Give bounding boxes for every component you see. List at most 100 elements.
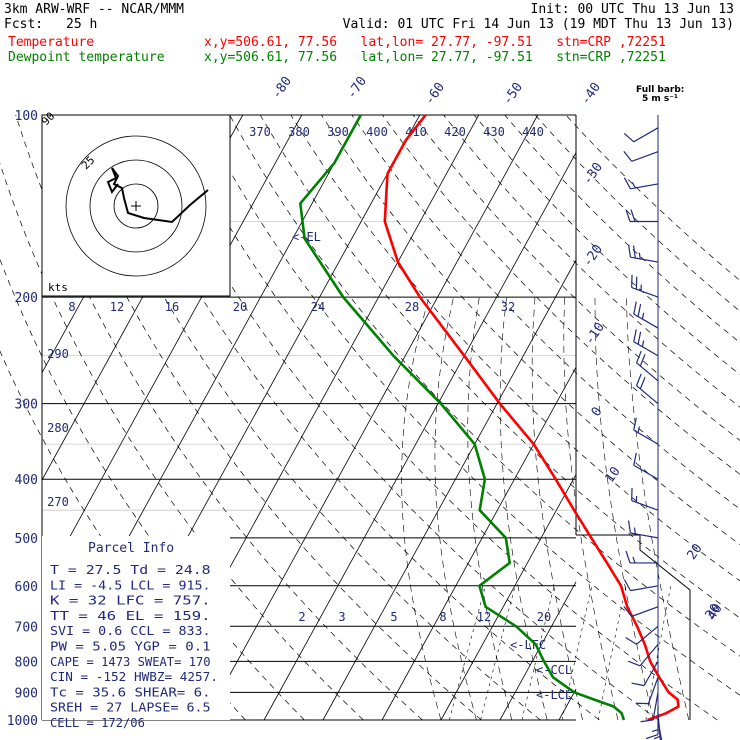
wind-barb-half [637,426,640,433]
background-grid [42,221,576,511]
dry-adiabat [351,114,740,510]
theta-label: 370 [249,125,271,139]
wind-barb-flag [635,350,642,364]
dry-adiabat [412,114,740,441]
isotherm [440,474,577,721]
moist-adiabat [434,297,477,721]
dry-adiabat [473,114,740,376]
el-marker: <-EL [292,230,321,244]
wind-barb [635,373,659,405]
wind-barb [628,644,659,667]
wind-barb [623,151,659,162]
wind-barb-half [633,527,636,534]
top-temperature-label: -60 [422,80,448,108]
dewpoint-location: x,y=506.61, 77.56 lat,lon= 27.77, -97.51… [204,50,666,65]
parcel-row: PW = 5.05 YGP = 0.1 [50,640,211,654]
wind-barb-half [641,340,645,347]
mixing-ratio-label: 8 [68,300,75,314]
dry-adiabat [137,114,659,721]
dewpoint-legend: Dewpoint temperature [8,50,165,65]
isotherm [322,259,577,721]
parcel-row: T = 27.5 Td = 24.8 [50,563,211,577]
wind-barb-flag [628,660,641,667]
wind-barb-flag [640,719,654,723]
top-temperature-label: -80 [269,74,295,102]
pressure-label: 1000 [7,714,38,729]
wind-barb [623,177,659,190]
wind-barb-staff [631,500,659,511]
full-barb-note: Full barb: [636,85,685,95]
wind-barb-staff [639,644,659,667]
wind-barb-flag [627,244,632,258]
wind-barb [625,625,659,645]
moist-adiabat [401,297,442,721]
wind-barb [623,606,659,617]
dry-adiabat [107,114,600,721]
wind-barb-flag [637,304,642,317]
wind-barb [631,487,659,511]
wind-barb-staff [643,661,659,686]
wind-barb-staff [636,625,659,645]
moist-adiabat [499,297,548,721]
parcel-row: SREH = 27 LAPSE= 6.5 [50,701,211,715]
theta-side-label: 280 [47,421,69,435]
wind-barb-flag [625,637,637,645]
wind-barb [633,301,659,329]
wind-barb-flag [633,452,637,466]
wind-barb-flag [639,376,646,390]
wind-barb [623,579,659,592]
wind-barb-flag [623,151,633,162]
theta-label: 380 [288,125,310,139]
wind-barb-flag [623,132,635,143]
hodograph-ring [89,159,183,253]
isotherm [558,688,577,721]
wind-barb [623,127,659,143]
temperature-line [383,114,680,722]
pressure-label: 900 [15,686,38,701]
parcel-title: Parcel Info [88,541,174,556]
wind-barb-half [631,182,636,189]
right-panel-outline [576,534,691,720]
init-time: Init: 00 UTC Thu 13 Jun 13 [530,2,735,17]
wind-barb [633,417,659,445]
mixing-ratio-label: 5 [390,610,397,624]
wind-barb-half [641,312,645,320]
parcel-box-bg [42,536,230,720]
model-title: 3km ARW-WRF -- NCAR/MMM [4,2,185,17]
right-temperature-label: 20 [684,541,705,562]
wind-barb-flag [639,354,646,367]
temperature-location: x,y=506.61, 77.56 lat,lon= 27.77, -97.51… [204,35,666,50]
right-temperature-label: -30 [580,160,606,188]
mixing-ratio-label: 24 [311,300,325,314]
sounding-series [299,114,680,722]
mixing-ratio-label: 8 [439,610,446,624]
wind-barb-staff [631,606,659,617]
wind-barb-staff [630,256,659,263]
mixing-ratio-label: 12 [110,300,124,314]
dry-adiabat [565,114,740,281]
dry-adiabat [504,114,740,344]
parcel-row: CIN = -152 HWBZ= 4257. [50,670,218,684]
parcel-row: CELL = 172/06 [50,716,145,730]
ccl-marker: <-CCL [536,663,572,677]
wind-barb-staff [636,385,659,405]
right-temperature-label: 10 [602,464,623,485]
top-temperature-label: -50 [500,80,526,108]
mixing-ratio-label: 2 [298,610,305,624]
wind-barb-flag [623,579,631,591]
mixing-ratio-label: 20 [233,300,247,314]
dry-adiabat [259,114,740,619]
hodograph-units: kts [48,281,68,294]
mixing-ratio-line [597,585,627,721]
mixing-ratio-line [449,585,486,721]
wind-barb-half [638,252,641,260]
pressure-label: 200 [15,291,38,306]
wind-barb-staff [630,585,659,592]
top-temperature-label: -40 [578,80,604,108]
wind-barb [627,520,659,539]
dry-adiabat [229,114,740,657]
wind-barbs [623,127,663,740]
wind-barb-half [632,556,636,564]
